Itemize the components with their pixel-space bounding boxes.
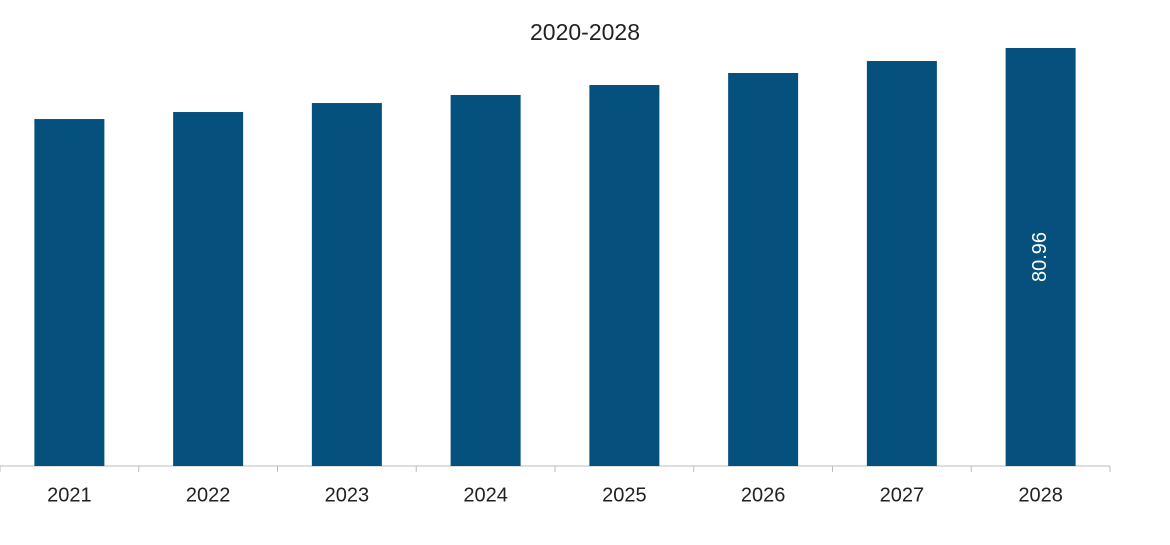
x-tick-label: 2022 bbox=[186, 484, 231, 506]
x-tick-label: 2027 bbox=[880, 484, 925, 506]
x-tick-label: 2023 bbox=[325, 484, 370, 506]
chart-title: 2020-2028 bbox=[530, 19, 640, 45]
x-tick-label: 2026 bbox=[741, 484, 786, 506]
bar bbox=[311, 103, 382, 467]
x-tick-label: 2024 bbox=[463, 484, 508, 506]
bar bbox=[450, 94, 521, 466]
x-tick-label: 2028 bbox=[1018, 484, 1063, 506]
bar bbox=[1005, 48, 1076, 466]
x-tick-label: 2025 bbox=[602, 484, 647, 506]
bar bbox=[173, 112, 244, 467]
bar bbox=[34, 119, 105, 466]
x-tick-label: 2021 bbox=[47, 484, 92, 506]
bar bbox=[866, 61, 937, 467]
bar bbox=[589, 85, 660, 467]
bar bbox=[728, 72, 799, 466]
value-label: 80.96 bbox=[1029, 232, 1051, 282]
